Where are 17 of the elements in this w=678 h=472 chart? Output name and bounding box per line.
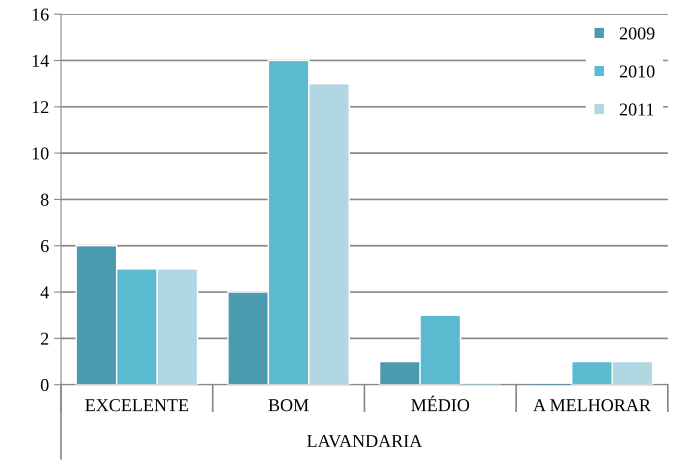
y-tick-label: 10 [32,147,49,160]
y-tick-label: 6 [40,240,49,252]
legend-label: 2010 [620,65,655,78]
y-tick-label: 4 [40,286,49,298]
y-tick-label: 12 [32,101,48,114]
y-tick-label: 0 [40,378,49,392]
x-tick-label: BOM [268,399,309,412]
y-tick-label: 14 [32,54,49,67]
x-tick-label: A MELHORAR [533,399,651,412]
y-tick-label: 16 [32,8,49,21]
x-axis-title: LAVANDARIA [307,434,422,448]
x-tick-label: MÉDIO [411,396,470,412]
y-tick-label: 2 [40,332,48,345]
legend-label: 2011 [620,103,654,116]
x-tick-label: EXCELENTE [85,399,188,412]
y-tick-label: 8 [40,194,49,206]
legend-label: 2009 [620,27,654,40]
